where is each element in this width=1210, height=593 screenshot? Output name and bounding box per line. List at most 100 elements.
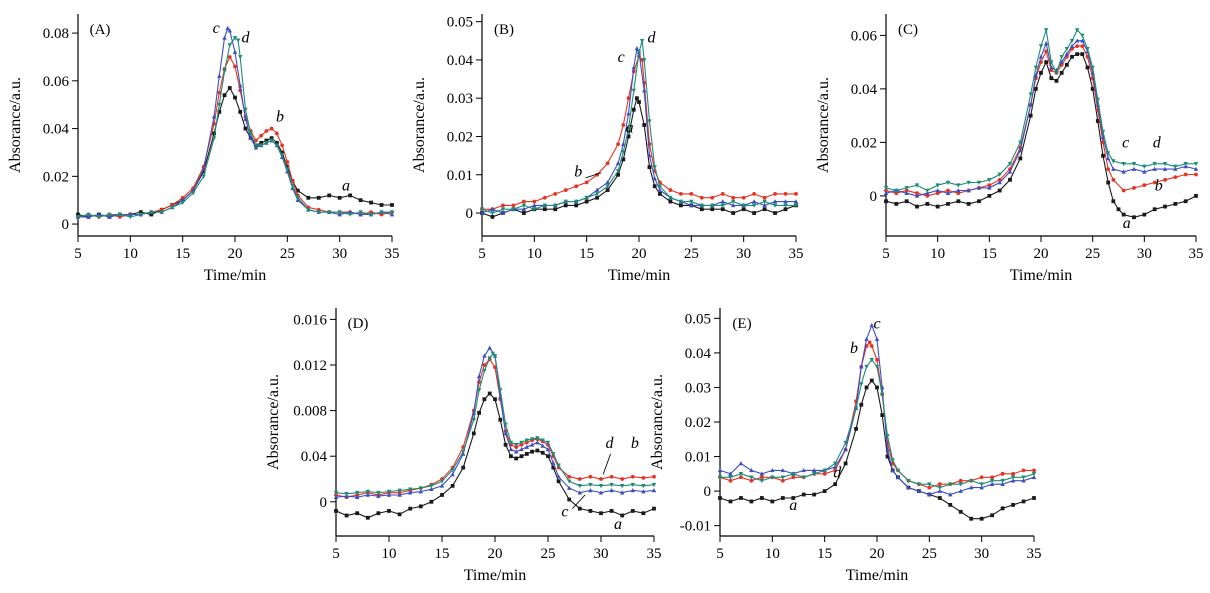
series-a-line [335, 392, 655, 519]
x-axis-title: Time/min [1010, 267, 1073, 284]
series-c-markers [333, 345, 657, 500]
chart-panel-C: 5 10 15 20 25 30 35 0 0.02 0.04 0.06 Absorance/a.u.… [812, 4, 1206, 293]
curve-label-b: b [631, 435, 639, 452]
chart-panel-E: 5 10 15 20 25 30 35 -0.01 0 0.01 0.02 0.03 0.04 0.05 A… [646, 298, 1044, 593]
y-axis-title: Absorance/a.u. [411, 77, 428, 173]
x-tick-label: 20 [228, 246, 243, 262]
series-c-line [481, 46, 796, 214]
series-b-line [335, 358, 655, 498]
y-axis-title: Absorance/a.u. [265, 374, 282, 470]
x-tick-label: 20 [1034, 246, 1049, 262]
series-c-markers [479, 46, 799, 215]
series-d-markers [717, 358, 1037, 491]
series-a-markers [76, 86, 394, 219]
y-tick-label: 0 [870, 189, 878, 205]
series-b-line [719, 341, 1034, 489]
y-tick-label: 0.01 [447, 168, 473, 184]
x-tick-label: 10 [765, 546, 780, 562]
series-d-markers [75, 36, 395, 220]
curve-label-b: b [1155, 178, 1163, 195]
y-tick-label: -0.01 [680, 519, 711, 535]
y-tick-label: 0.03 [447, 91, 473, 107]
series-b-line [885, 45, 1196, 197]
panel-label: (E) [732, 316, 751, 332]
series-d-line [885, 29, 1196, 192]
y-tick-label: 0.02 [43, 169, 69, 185]
x-tick-label: 20 [870, 546, 885, 562]
curve-label-d: d [241, 30, 250, 47]
x-tick-label: 30 [974, 546, 989, 562]
y-tick-label: 0.06 [851, 28, 878, 44]
series-b-markers [480, 54, 798, 212]
series-d-line [481, 40, 796, 214]
x-tick-label: 15 [982, 246, 997, 262]
annotation-leader [572, 494, 586, 509]
x-axis-title: Time/min [846, 567, 909, 584]
y-tick-label: 0.016 [293, 312, 327, 328]
curve-label-a: a [626, 120, 634, 137]
x-tick-label: 25 [541, 546, 556, 562]
series-a-markers [884, 52, 1198, 220]
y-tick-label: 0.04 [43, 122, 70, 138]
x-tick-label: 15 [175, 246, 190, 262]
panel-D-svg: 5 10 15 20 25 30 35 0 0.04 0.008 0.012 0.016 Absoran… [265, 308, 662, 584]
x-tick-label: 30 [736, 246, 751, 262]
curve-label-a: a [789, 497, 797, 514]
series-a-markers [334, 391, 656, 520]
panel-label: (D) [348, 316, 369, 332]
series-d-markers [883, 28, 1199, 193]
series-d-line [77, 37, 392, 218]
x-tick-label: 5 [716, 546, 724, 562]
series-c-line [719, 323, 1035, 496]
series-a-markers [480, 96, 798, 219]
y-tick-label: 0.04 [685, 346, 712, 362]
panel-label: (C) [898, 22, 918, 38]
x-tick-label: 5 [882, 246, 890, 262]
y-tick-label: 0.02 [447, 129, 473, 145]
x-tick-label: 5 [332, 546, 340, 562]
x-tick-label: 30 [1137, 246, 1152, 262]
panel-B-svg: 5 10 15 20 25 30 35 0 0.01 0.02 0.03 0.04 0.05 Absora… [411, 14, 804, 284]
x-tick-label: 25 [280, 246, 295, 262]
curve-label-a: a [614, 516, 622, 533]
curve-label-c: c [561, 504, 568, 521]
curve-label-c: c [1122, 135, 1129, 152]
x-tick-label: 20 [632, 246, 647, 262]
x-tick-label: 35 [1027, 546, 1042, 562]
x-tick-label: 30 [594, 546, 609, 562]
annotation-leader [602, 453, 611, 475]
curve-label-d: d [605, 435, 614, 452]
chart-panel-B: 5 10 15 20 25 30 35 0 0.01 0.02 0.03 0.04 0.05 Absora… [408, 4, 806, 293]
panel-C-svg: 5 10 15 20 25 30 35 0 0.02 0.04 0.06 Absorance/a.u.… [815, 14, 1204, 284]
y-tick-label: 0 [62, 217, 70, 233]
panel-A-svg: 5 10 15 20 25 30 35 0 0.02 0.04 0.06 0.08 Absorance/… [7, 14, 400, 284]
x-tick-label: 10 [930, 246, 945, 262]
curve-label-c: c [873, 316, 880, 333]
x-axis-title: Time/min [464, 567, 527, 584]
x-tick-label: 10 [382, 546, 397, 562]
series-a-line [719, 379, 1035, 520]
y-tick-label: 0.04 [851, 82, 878, 98]
x-axis-title: Time/min [608, 267, 671, 284]
y-tick-label: 0.02 [851, 135, 877, 151]
curve-label-d: d [648, 30, 657, 47]
chart-panel-D: 5 10 15 20 25 30 35 0 0.04 0.008 0.012 0.016 Absoran… [262, 298, 664, 593]
y-tick-label: 0.02 [685, 415, 711, 431]
x-tick-label: 35 [385, 246, 400, 262]
x-tick-label: 10 [527, 246, 542, 262]
curve-label-c: c [213, 20, 220, 37]
panel-label: (B) [494, 22, 514, 38]
panel-label: (A) [90, 22, 111, 38]
x-tick-label: 25 [684, 246, 699, 262]
y-tick-label: 0.03 [685, 380, 711, 396]
x-tick-label: 30 [332, 246, 347, 262]
y-tick-label: 0.04 [301, 449, 328, 465]
series-a-line [885, 53, 1197, 218]
curve-label-b: b [574, 164, 582, 181]
y-tick-label: 0.06 [43, 74, 70, 90]
x-tick-label: 10 [123, 246, 138, 262]
series-c-markers [717, 322, 1037, 497]
y-tick-label: 0.008 [293, 404, 327, 420]
y-tick-label: 0.08 [43, 26, 69, 42]
